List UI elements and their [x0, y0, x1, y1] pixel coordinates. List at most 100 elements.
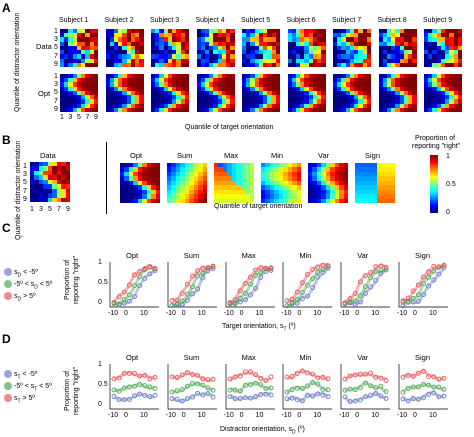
heatmap-cell	[139, 50, 144, 55]
heatmap-cell	[109, 74, 114, 79]
heatmap-cell	[34, 197, 39, 202]
heatmap-cell	[358, 54, 363, 59]
heatmap-cell	[381, 171, 387, 177]
heatmap-cell	[321, 176, 326, 181]
heatmap-cell	[316, 163, 322, 168]
heatmap-cell	[295, 86, 301, 91]
heatmap-cell	[449, 45, 454, 51]
heatmap-cell	[167, 62, 173, 67]
legend-label: -5º < sD < 5º	[14, 281, 52, 290]
model-fit-line	[113, 370, 156, 381]
heatmap-cell	[363, 171, 369, 177]
heatmap-cell	[453, 99, 458, 104]
heatmap-cell	[341, 50, 346, 55]
heatmap-cell	[424, 29, 429, 34]
b-data-hm-grid	[30, 162, 70, 202]
data-point	[242, 297, 248, 303]
heatmap-cell	[440, 45, 446, 51]
heatmap-cell	[355, 167, 360, 172]
heatmap-cell	[180, 189, 185, 195]
heatmap-cell	[81, 107, 86, 112]
heatmap-cell	[68, 41, 73, 46]
heatmap-cell	[65, 166, 70, 171]
heatmap-cell	[399, 90, 404, 96]
heatmap-cell	[135, 107, 140, 112]
heatmap-cell	[337, 95, 342, 100]
legend-swatch	[4, 292, 12, 300]
axis-line	[283, 262, 333, 308]
heatmap-cell	[159, 50, 164, 55]
data-heatmap-subject-3	[151, 29, 189, 67]
a-y-tick-1-1: 1	[54, 73, 58, 80]
heatmap-cell	[432, 103, 437, 108]
heatmap-cell	[176, 103, 181, 108]
heatmap-cell	[76, 62, 82, 67]
b-model-heatmap-var	[308, 163, 348, 203]
heatmap-cell	[457, 45, 462, 51]
legend-rest: > 5º	[20, 395, 36, 402]
heatmap-cell	[43, 170, 48, 176]
heatmap-cell	[254, 41, 259, 46]
heatmap-cell	[151, 189, 156, 195]
heatmap-cell	[445, 103, 450, 108]
heatmap-cell	[64, 54, 69, 59]
heatmap-cell	[130, 62, 136, 67]
heatmap-cell	[113, 50, 119, 55]
heatmap-cell	[196, 54, 201, 59]
heatmap-cell	[250, 78, 255, 83]
heatmap-cell	[330, 194, 335, 199]
heatmap-cell	[263, 107, 268, 112]
heatmap-cell	[296, 185, 301, 190]
data-point	[373, 269, 379, 275]
heatmap-cell	[330, 180, 335, 186]
heatmap-cell	[283, 167, 288, 172]
data-point	[189, 284, 195, 290]
heatmap-cell	[399, 78, 404, 83]
heatmap-cell	[249, 189, 254, 195]
heatmap-cell	[386, 45, 392, 51]
legend-sub: D	[34, 284, 38, 291]
heatmap-cell	[184, 78, 189, 83]
heatmap-cell	[408, 86, 413, 91]
heatmap-cell	[196, 62, 201, 67]
heatmap-cell	[304, 37, 309, 42]
heatmap-cell	[230, 78, 235, 83]
heatmap-cell	[403, 37, 409, 42]
heatmap-cell	[254, 45, 259, 51]
legend-sub: D	[17, 272, 22, 279]
heatmap-cell	[287, 37, 292, 42]
legend-label: sD > 5º	[14, 293, 36, 302]
heatmap-cell	[133, 176, 138, 181]
heatmap-cell	[221, 78, 227, 83]
data-point	[205, 391, 211, 396]
heatmap-cell	[267, 78, 272, 83]
data-point	[358, 299, 364, 305]
heatmap-cell	[391, 62, 396, 67]
data-point	[142, 275, 148, 281]
heatmap-cell	[358, 82, 363, 87]
heatmap-cell	[337, 107, 342, 112]
heatmap-cell	[85, 103, 90, 108]
data-point	[184, 370, 190, 376]
heatmap-cell	[151, 37, 156, 42]
heatmap-cell	[193, 167, 199, 172]
heatmap-cell	[56, 184, 62, 189]
heatmap-cell	[105, 37, 110, 42]
c-plots-title-min: Min	[299, 251, 312, 260]
heatmap-cell	[34, 166, 39, 171]
heatmap-cell	[155, 33, 160, 38]
heatmap-cell	[155, 167, 160, 172]
heatmap-cell	[378, 54, 383, 59]
data-point	[142, 372, 148, 378]
heatmap-cell	[321, 62, 326, 67]
heatmap-cell	[263, 90, 268, 96]
heatmap-cell	[72, 107, 77, 112]
heatmap-cell	[345, 95, 350, 100]
heatmap-cell	[334, 180, 340, 186]
heatmap-cell	[34, 179, 39, 185]
heatmap-cell	[126, 82, 131, 87]
heatmap-cell	[105, 29, 110, 34]
heatmap-cell	[291, 54, 296, 59]
heatmap-cell	[390, 194, 395, 199]
heatmap-cell	[337, 103, 342, 108]
